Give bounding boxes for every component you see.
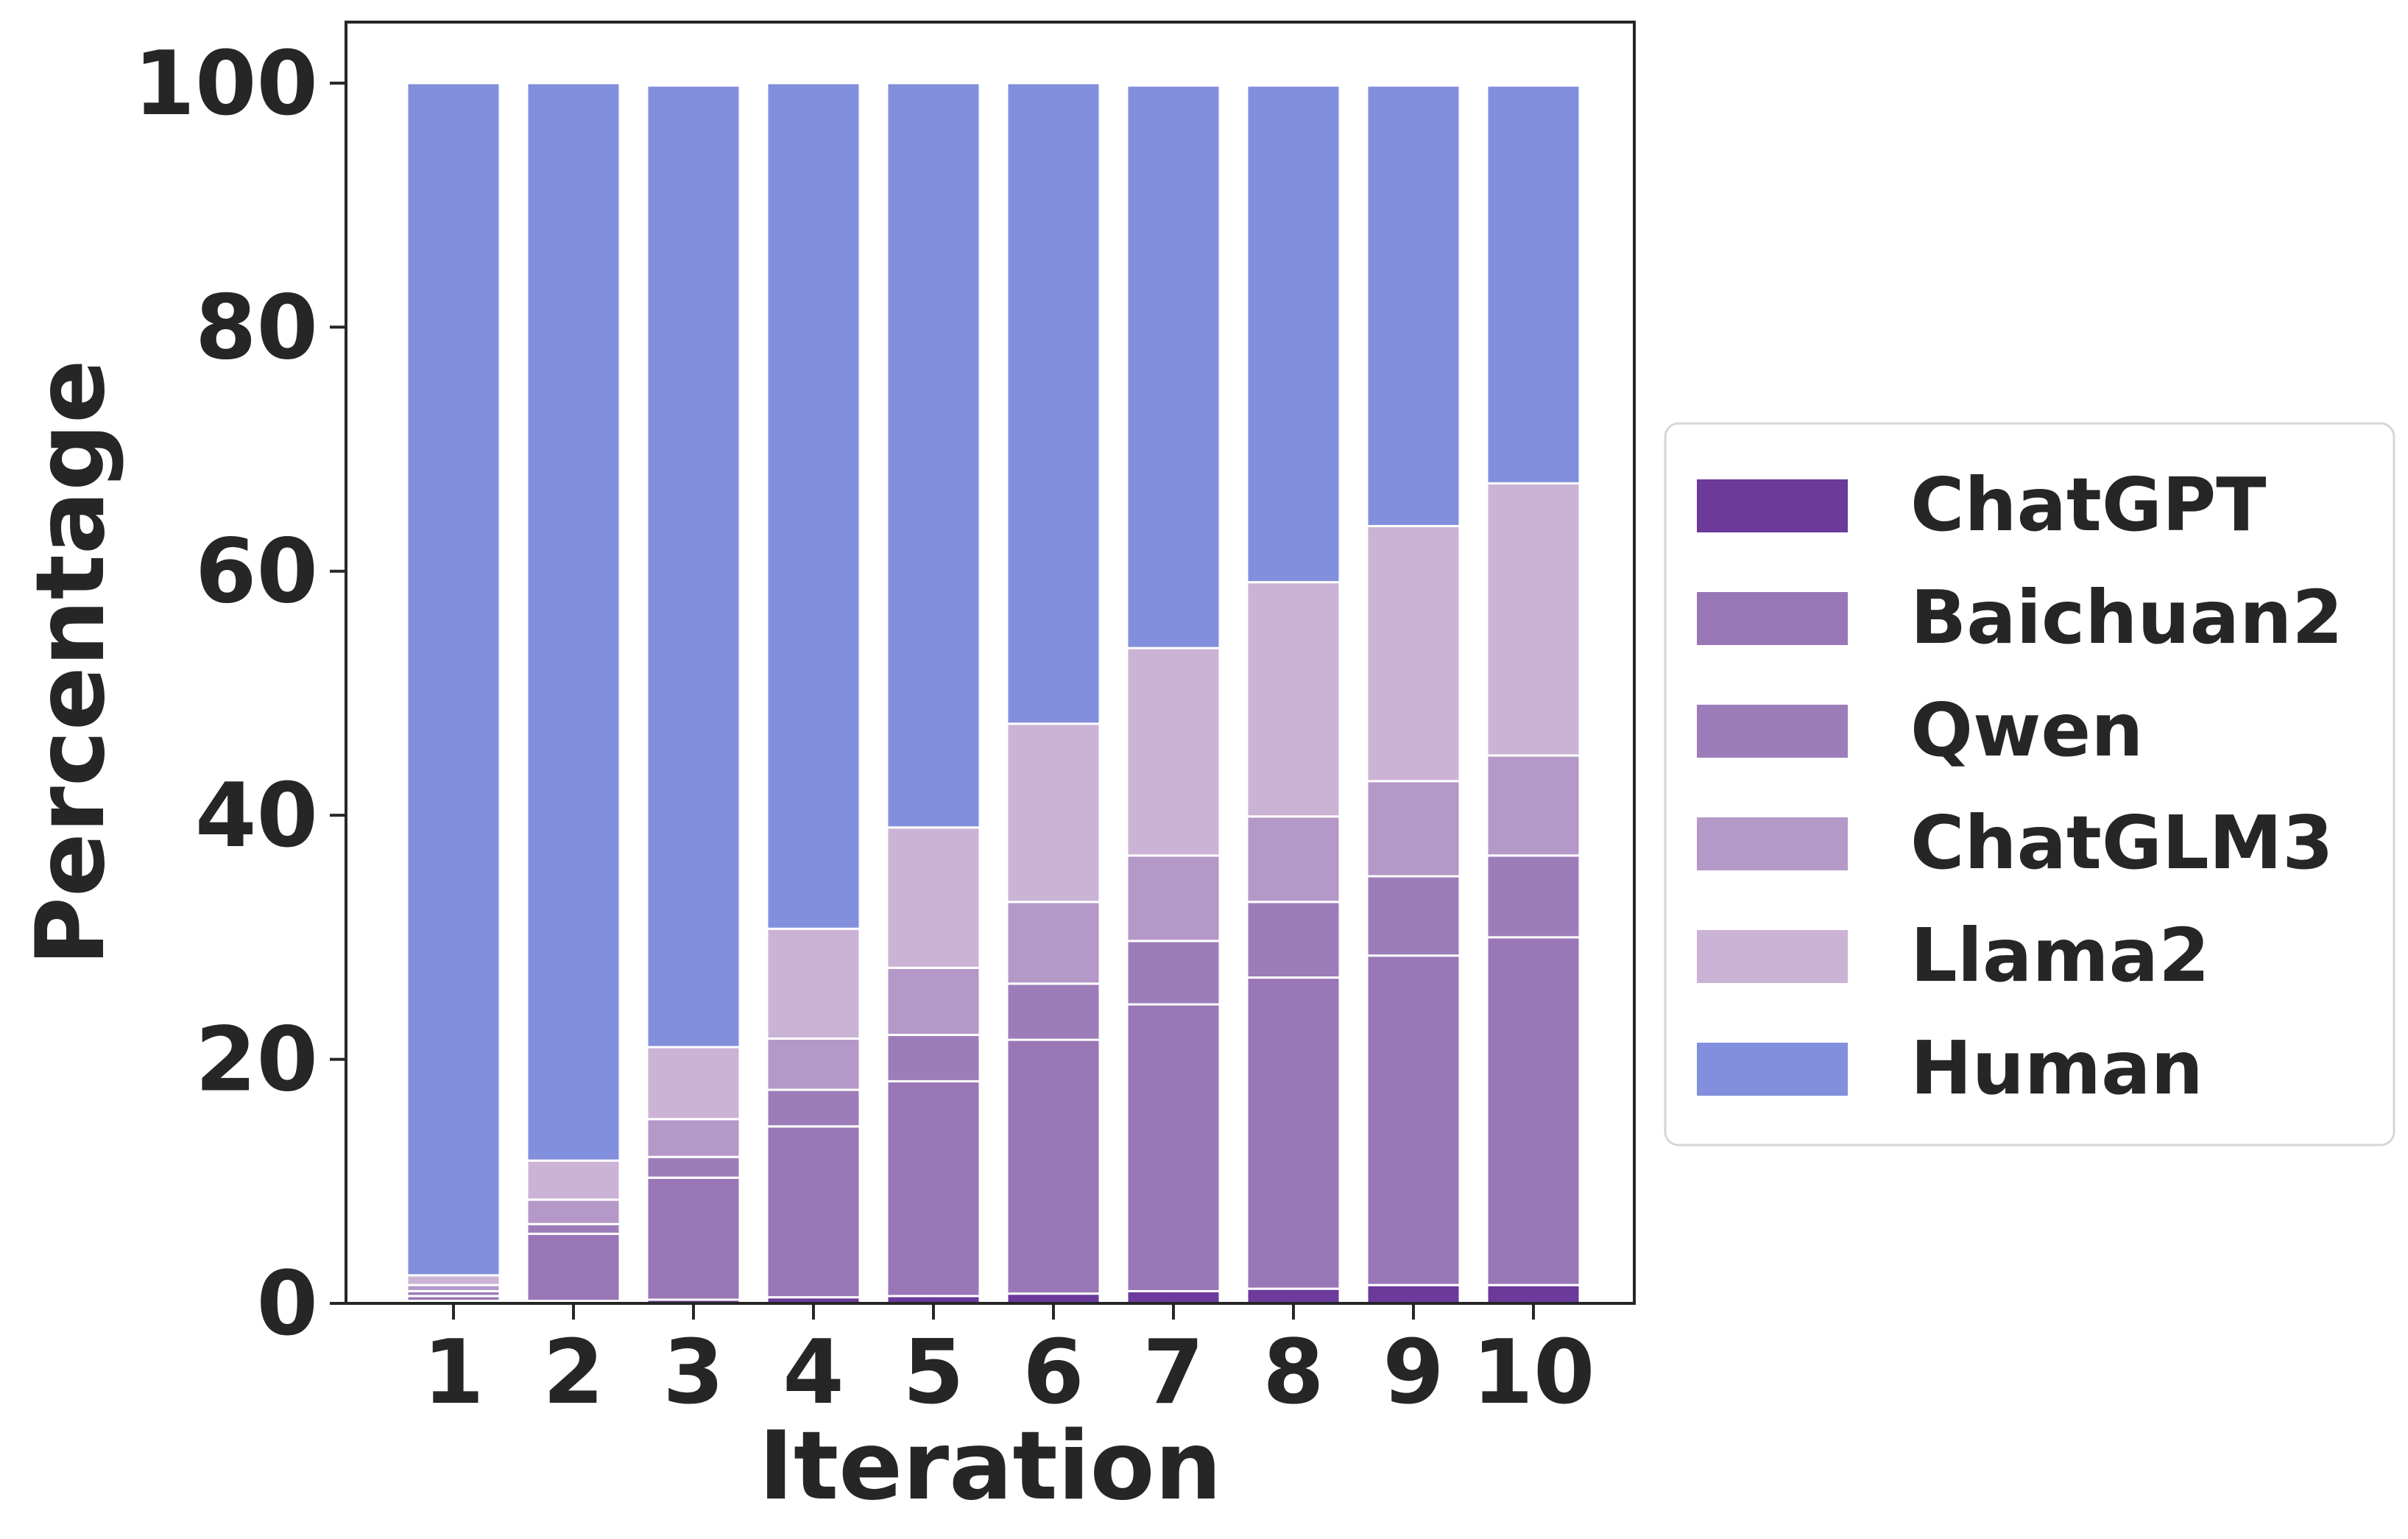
x-tick-label: 4: [783, 1322, 844, 1424]
bar-segment: [1126, 647, 1221, 857]
legend-label: Qwen: [1910, 687, 2143, 773]
bar-segment: [1486, 482, 1581, 757]
bar-segment: [646, 1155, 741, 1179]
x-axis-ticks: 1 2 3 4 5 6 7 8 9 10: [423, 1303, 1595, 1424]
bar-segment: [766, 1037, 861, 1091]
bar-segment: [1126, 1003, 1221, 1292]
bar-segment: [1006, 1038, 1101, 1295]
bar-segment: [646, 1046, 741, 1121]
bar-segment: [526, 82, 621, 1162]
bar-segment: [766, 82, 861, 930]
bar-segment: [1246, 581, 1341, 818]
bar-segment: [1126, 940, 1221, 1006]
bar-segment: [1246, 976, 1341, 1290]
bar-segment: [766, 927, 861, 1040]
x-tick-label: 6: [1023, 1322, 1084, 1424]
bar-segment: [886, 826, 981, 969]
legend-label: ChatGLM3: [1910, 800, 2334, 886]
legend-label: Baichuan2: [1910, 574, 2343, 661]
bar-segment: [1366, 524, 1461, 783]
bar-segment: [886, 82, 981, 829]
legend-swatch: [1697, 705, 1848, 758]
bar-segment: [646, 84, 741, 1049]
bar-segment: [886, 1080, 981, 1297]
x-tick-label: 8: [1263, 1322, 1324, 1424]
bar-segment: [1006, 982, 1101, 1041]
legend-swatch: [1697, 592, 1848, 645]
bar-segment: [1126, 84, 1221, 649]
bar-segment: [526, 1222, 621, 1236]
legend-swatch: [1697, 817, 1848, 870]
bar-segment: [1366, 954, 1461, 1286]
bar-segment: [1366, 875, 1461, 957]
bar-segment: [1486, 84, 1581, 485]
bar-segment: [646, 1118, 741, 1158]
bar-segment: [1246, 1287, 1341, 1305]
legend-label: Human: [1910, 1025, 2203, 1111]
y-axis-ticks: 0 20 40 60 80 100: [134, 33, 346, 1356]
bar-segment: [1366, 84, 1461, 527]
y-tick-label: 40: [195, 765, 318, 867]
x-tick-label: 2: [543, 1322, 604, 1424]
x-tick-label: 3: [663, 1322, 724, 1424]
bar-segment: [1486, 1283, 1581, 1305]
bar-segment: [1126, 854, 1221, 943]
y-axis-title: Percentage: [16, 359, 126, 966]
bar-segment: [1006, 901, 1101, 985]
bar-segment: [646, 1176, 741, 1301]
bar-segment: [1486, 754, 1581, 857]
bar-segment: [1486, 854, 1581, 939]
bar-segment: [766, 1088, 861, 1128]
bar-segment: [1246, 901, 1341, 979]
bar-segment: [886, 1033, 981, 1082]
x-tick-label: 10: [1472, 1322, 1595, 1424]
legend-swatch: [1697, 1043, 1848, 1096]
legend-label: ChatGPT: [1910, 462, 2266, 548]
bar-segment: [766, 1125, 861, 1299]
bar-segment: [526, 1233, 621, 1303]
bar-segment: [886, 966, 981, 1036]
bar-segment: [1366, 1283, 1461, 1305]
bar-segment: [1366, 780, 1461, 878]
bar-segment: [406, 82, 501, 1277]
x-axis-title: Iteration: [758, 1412, 1221, 1521]
bars-layer: [406, 82, 1581, 1305]
y-tick-label: 80: [195, 277, 318, 379]
bar-segment: [1126, 1289, 1221, 1305]
bar-segment: [1246, 84, 1341, 584]
bar-segment: [1246, 815, 1341, 904]
bar-segment: [1006, 722, 1101, 904]
plot-frame: [345, 21, 1636, 1305]
y-tick-label: 20: [195, 1010, 318, 1112]
x-tick-label: 7: [1143, 1322, 1204, 1424]
legend-swatch: [1697, 479, 1848, 532]
legend-label: Llama2: [1910, 912, 2210, 999]
x-tick-label: 9: [1383, 1322, 1444, 1424]
y-tick-label: 100: [134, 33, 319, 135]
legend-swatch: [1697, 930, 1848, 983]
bar-segment: [406, 1274, 501, 1286]
x-tick-label: 5: [903, 1322, 964, 1424]
y-tick-label: 0: [257, 1253, 319, 1356]
legend-items: ChatGPT Baichuan2 Qwen ChatGLM3 Llama2 Human: [1697, 462, 2343, 1111]
bar-segment: [1486, 936, 1581, 1286]
bar-segment: [526, 1198, 621, 1225]
bar-segment: [1006, 82, 1101, 725]
legend: ChatGPT Baichuan2 Qwen ChatGLM3 Llama2 Human: [1664, 422, 2395, 1147]
bar-segment: [526, 1159, 621, 1201]
y-tick-label: 60: [195, 521, 318, 624]
x-tick-label: 1: [423, 1322, 484, 1424]
